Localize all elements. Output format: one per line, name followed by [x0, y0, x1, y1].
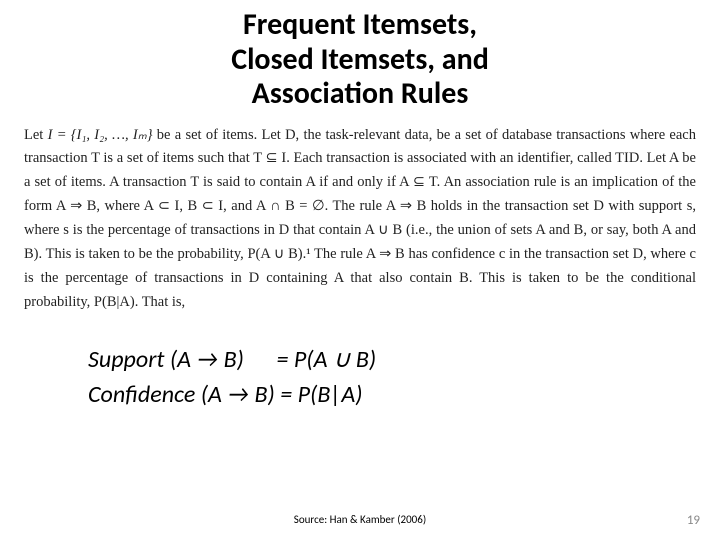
body-rest: be a set of items. Let D, the task-relev… [24, 127, 696, 310]
title-line-2: Closed Itemsets, and [0, 43, 720, 78]
page-number: 19 [687, 513, 700, 528]
source-citation: Source: Han & Kamber (2006) [0, 513, 720, 526]
body-setdef: I = {I₁, I₂, …, Iₘ} [48, 127, 153, 143]
formula-confidence: Confidence (A → B) = P(B|A) [88, 378, 720, 413]
slide-title: Frequent Itemsets, Closed Itemsets, and … [0, 0, 720, 124]
formula-block: Support (A → B) = P(A ∪ B) Confidence (A… [0, 315, 720, 413]
body-paragraph: Let I = {I₁, I₂, …, Iₘ} be a set of item… [0, 124, 720, 315]
title-line-1: Frequent Itemsets, [0, 8, 720, 43]
formula-support: Support (A → B) = P(A ∪ B) [88, 343, 720, 378]
body-prefix: Let [24, 127, 48, 143]
title-line-3: Association Rules [0, 77, 720, 112]
